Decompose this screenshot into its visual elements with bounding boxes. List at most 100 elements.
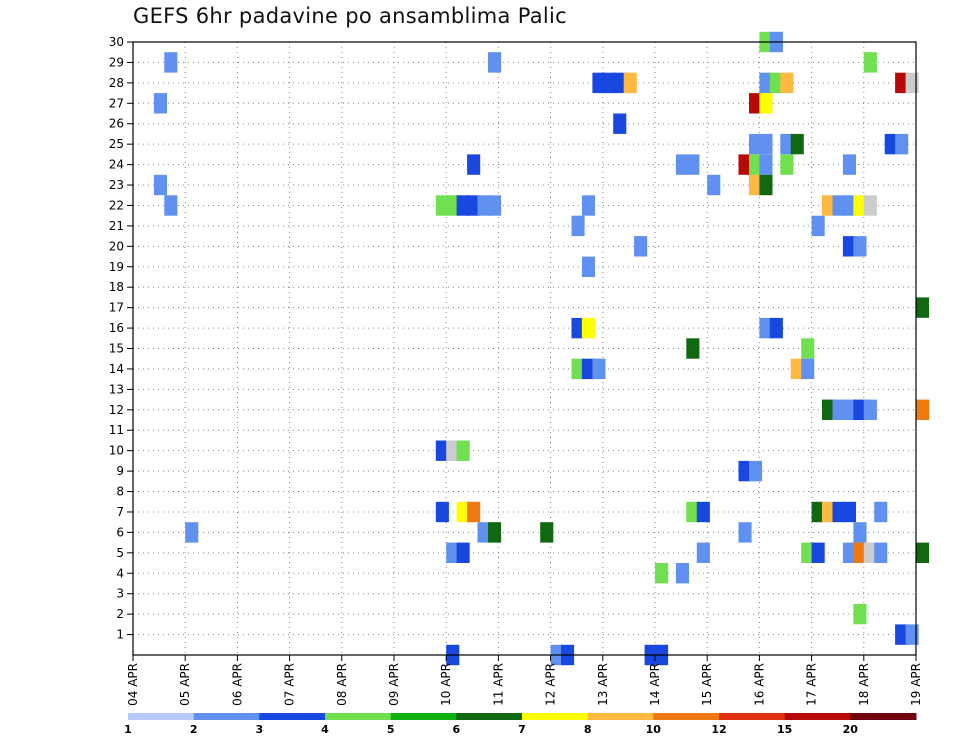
legend: 1 2 3 4 5 6 7 8 10 12 15 20 <box>124 713 917 736</box>
x-tick-label: 07 APR <box>283 663 297 706</box>
y-tick-label: 2 <box>116 607 124 621</box>
heatmap-cell <box>467 154 481 175</box>
y-axis: 1234567891011121314151617181920212223242… <box>109 35 133 642</box>
y-tick-label: 7 <box>116 505 124 519</box>
heatmap-cell <box>696 501 710 523</box>
heatmap-cell <box>916 297 930 318</box>
heatmap-cell <box>811 542 825 563</box>
heatmap-cell <box>456 440 470 461</box>
heatmap-cell <box>790 133 804 155</box>
legend-label: 6 <box>452 723 460 736</box>
heatmap-cell <box>780 72 794 94</box>
heatmap-cell <box>456 542 470 563</box>
grid-layer <box>133 42 916 655</box>
legend-swatch <box>456 713 523 720</box>
heatmap-cell <box>467 195 481 216</box>
heatmap-cell <box>185 522 199 543</box>
heatmap-cell <box>853 195 867 216</box>
heatmap-cell <box>790 358 804 380</box>
heatmap-cell <box>780 154 794 175</box>
x-tick-label: 19 APR <box>909 663 923 706</box>
legend-label: 20 <box>843 723 859 736</box>
heatmap-cell <box>738 460 752 482</box>
heatmap-cell <box>623 72 637 94</box>
heatmap-cell <box>842 501 856 523</box>
legend-swatch <box>522 713 589 720</box>
legend-swatch <box>719 713 786 720</box>
heatmap-cell <box>738 522 752 543</box>
heatmap-cell <box>675 563 689 584</box>
heatmap-cell <box>675 154 689 175</box>
heatmap-cell <box>592 72 606 94</box>
heatmap-cell <box>842 542 856 563</box>
heatmap-cell <box>780 133 794 155</box>
heatmap-cell <box>822 399 836 420</box>
y-tick-label: 8 <box>116 485 124 499</box>
y-tick-label: 14 <box>109 362 124 376</box>
y-tick-label: 6 <box>116 525 124 539</box>
heatmap-cell <box>759 154 773 175</box>
heatmap-cell <box>581 317 595 339</box>
y-tick-label: 30 <box>109 35 124 49</box>
heatmap-cell <box>435 501 449 523</box>
legend-label: 15 <box>777 723 792 736</box>
y-tick-label: 9 <box>116 464 124 478</box>
heatmap-cell <box>581 358 595 380</box>
heatmap-cell <box>477 195 491 216</box>
heatmap-cell <box>759 174 773 196</box>
heatmap-cell <box>759 93 773 114</box>
legend-label: 12 <box>711 723 726 736</box>
x-tick-label: 12 APR <box>544 663 558 706</box>
legend-swatch <box>587 713 654 720</box>
heatmap-cell <box>842 399 856 420</box>
legend-swatch <box>325 713 392 720</box>
legend-label: 7 <box>518 723 526 736</box>
y-tick-label: 20 <box>109 239 124 253</box>
y-tick-label: 26 <box>109 117 124 131</box>
heatmap-cell <box>863 195 877 216</box>
legend-swatch <box>259 713 326 720</box>
heatmap-cell <box>832 501 846 523</box>
x-tick-label: 06 APR <box>230 663 244 706</box>
chart-title: GEFS 6hr padavine po ansamblima Palic <box>133 4 568 28</box>
heatmap-cell <box>571 358 585 380</box>
heatmap-cell <box>863 52 877 73</box>
heatmap-cell <box>540 522 554 543</box>
legend-label: 10 <box>646 723 662 736</box>
legend-swatch <box>784 713 851 720</box>
heatmap-cell <box>477 522 491 543</box>
heatmap-cell <box>895 72 909 94</box>
heatmap-cell <box>655 563 669 584</box>
heatmap-cell <box>707 174 721 196</box>
x-tick-label: 09 APR <box>387 663 401 706</box>
legend-label: 2 <box>190 723 198 736</box>
heatmap-cell <box>602 72 616 94</box>
y-tick-label: 12 <box>109 403 124 417</box>
heatmap-cell <box>811 215 825 237</box>
heatmap-cell <box>769 317 783 339</box>
x-tick-label: 10 APR <box>439 663 453 706</box>
heatmap-cell <box>905 72 919 94</box>
heatmap-cell <box>801 358 815 380</box>
y-tick-label: 4 <box>116 566 124 580</box>
heatmap-cell <box>446 195 460 216</box>
heatmap-cell <box>822 195 836 216</box>
x-tick-label: 11 APR <box>491 663 505 706</box>
heatmap-cell <box>749 460 763 482</box>
x-tick-label: 08 APR <box>335 663 349 706</box>
heatmap-cell <box>435 440 449 461</box>
heatmap-cell <box>488 195 502 216</box>
heatmap-cell <box>749 174 763 196</box>
y-tick-label: 18 <box>109 280 124 294</box>
heatmap-cell <box>853 236 867 257</box>
legend-swatch <box>850 713 917 720</box>
y-tick-label: 22 <box>109 198 124 212</box>
heatmap-cell <box>581 256 595 277</box>
heatmap-cell <box>686 338 700 359</box>
heatmap-cell <box>759 317 773 339</box>
x-tick-label: 14 APR <box>648 663 662 706</box>
y-tick-label: 13 <box>109 382 124 396</box>
heatmap-cell <box>801 338 815 359</box>
heatmap-cell <box>446 542 460 563</box>
